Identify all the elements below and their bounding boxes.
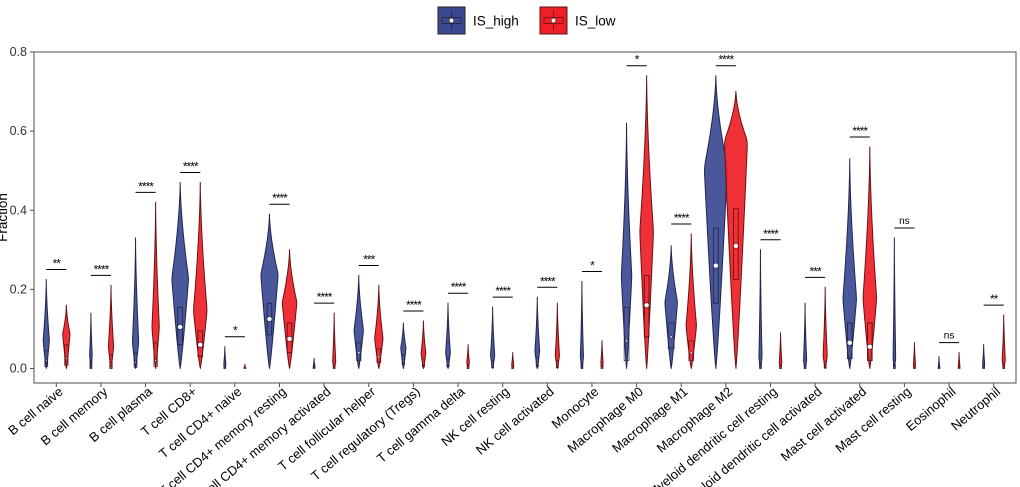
- svg-text:ns: ns: [944, 331, 955, 342]
- svg-text:****: ****: [495, 284, 511, 298]
- svg-text:****: ****: [451, 280, 467, 294]
- svg-text:IS_low: IS_low: [575, 14, 616, 29]
- svg-text:****: ****: [852, 124, 868, 138]
- svg-text:***: ***: [810, 264, 822, 278]
- svg-text:****: ****: [406, 298, 422, 312]
- svg-text:0.4: 0.4: [10, 203, 27, 217]
- svg-text:****: ****: [763, 227, 779, 241]
- svg-text:IS_high: IS_high: [473, 14, 519, 29]
- svg-text:Fraction: Fraction: [0, 193, 10, 242]
- svg-text:****: ****: [317, 290, 333, 304]
- svg-text:0.0: 0.0: [10, 362, 27, 376]
- svg-text:0.2: 0.2: [10, 282, 27, 296]
- svg-text:0.8: 0.8: [10, 45, 27, 59]
- svg-text:***: ***: [363, 253, 375, 267]
- svg-text:****: ****: [540, 274, 556, 288]
- svg-text:ns: ns: [899, 216, 910, 227]
- svg-text:****: ****: [674, 211, 690, 225]
- svg-text:****: ****: [719, 53, 735, 67]
- svg-text:****: ****: [183, 160, 199, 174]
- svg-text:0.6: 0.6: [10, 124, 27, 138]
- svg-text:****: ****: [272, 191, 288, 205]
- svg-text:****: ****: [138, 179, 154, 193]
- svg-text:****: ****: [94, 262, 110, 276]
